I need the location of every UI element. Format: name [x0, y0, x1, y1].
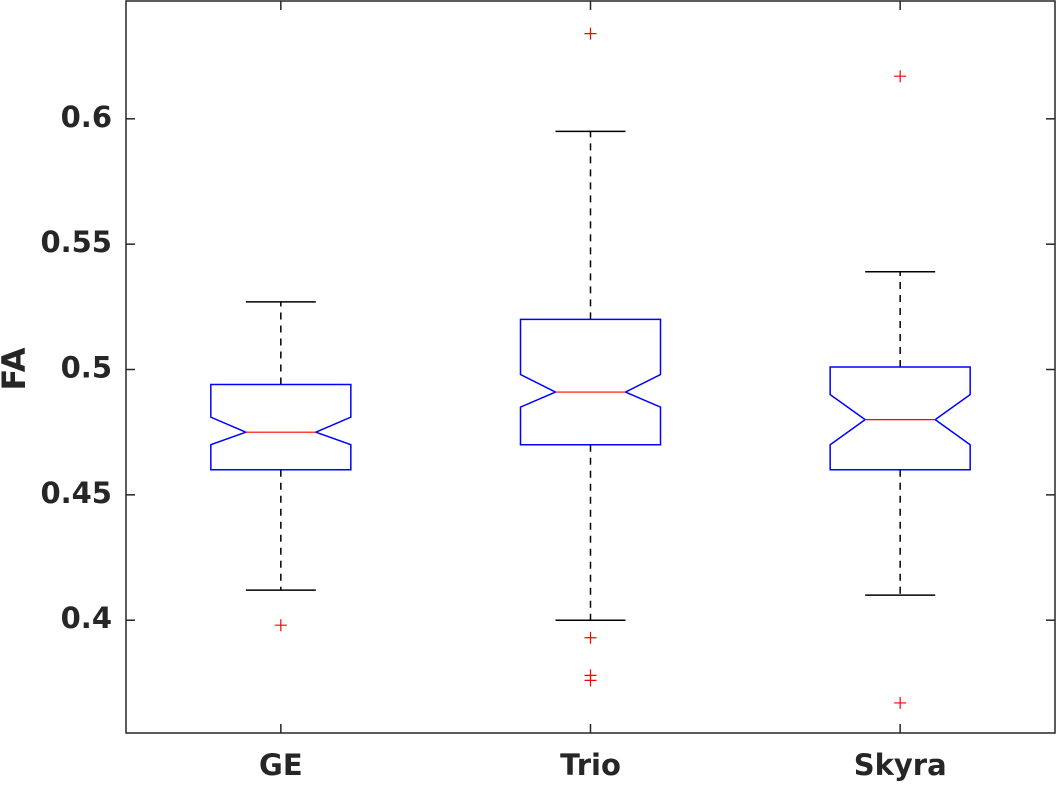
x-tick-label: Skyra	[854, 748, 947, 782]
x-tick-label: GE	[259, 748, 303, 782]
y-tick-label: 0.5	[61, 351, 112, 385]
y-axis-label: FA	[0, 347, 33, 390]
box	[519, 318, 662, 446]
outlier	[584, 674, 597, 687]
y-tick-label: 0.55	[40, 225, 112, 259]
outlier	[274, 619, 287, 632]
outlier	[894, 70, 907, 83]
outlier	[894, 696, 907, 709]
y-tick-label: 0.6	[61, 100, 112, 134]
x-tick-label: Trio	[560, 748, 621, 782]
box	[210, 383, 352, 471]
outlier	[584, 631, 597, 644]
y-tick-label: 0.4	[61, 601, 112, 635]
outlier	[584, 27, 597, 40]
box	[829, 366, 971, 471]
y-tick-label: 0.45	[40, 476, 112, 510]
